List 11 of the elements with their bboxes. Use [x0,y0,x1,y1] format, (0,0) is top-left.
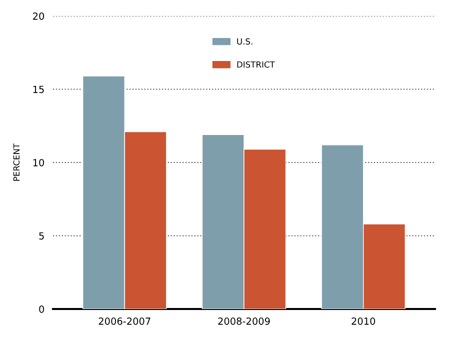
x-tick-label: 2008-2009 [218,318,270,325]
y-tick-label: 20 [33,12,44,20]
x-tick-label: 2006-2007 [98,318,150,325]
legend-label: DISTRICT [237,61,275,68]
y-tick-label: 5 [39,232,44,240]
y-tick-label: 15 [33,86,44,94]
y-axis-title: PERCENT [13,143,20,181]
y-tick-label: 10 [33,158,44,166]
x-tick-label: 2010 [352,318,376,325]
legend-label: U.S. [237,38,252,45]
y-tick-label: 0 [39,305,44,313]
